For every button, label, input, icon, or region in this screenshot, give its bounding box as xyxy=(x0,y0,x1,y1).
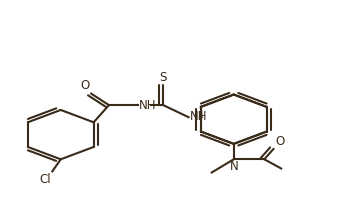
Text: NH: NH xyxy=(139,99,156,112)
Text: S: S xyxy=(159,71,167,85)
Text: O: O xyxy=(80,79,89,92)
Text: NH: NH xyxy=(190,110,207,123)
Text: N: N xyxy=(229,160,238,173)
Text: Cl: Cl xyxy=(39,173,51,186)
Text: O: O xyxy=(275,135,284,148)
